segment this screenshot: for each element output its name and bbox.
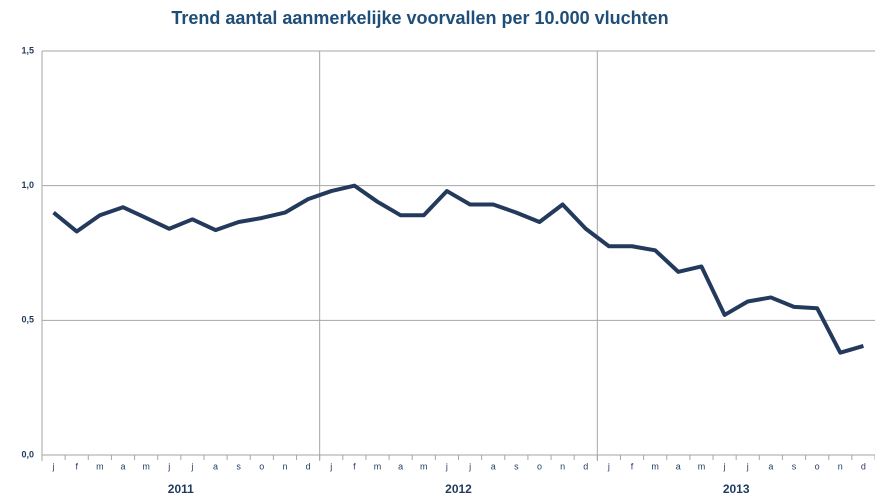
x-tick-label: a <box>120 461 125 471</box>
x-tick-label: o <box>815 461 820 471</box>
year-label: 2013 <box>723 482 750 496</box>
x-tick-label: m <box>374 461 382 471</box>
x-tick-label: s <box>514 461 519 471</box>
y-tick-label: 0,5 <box>21 315 34 325</box>
x-tick-label: j <box>468 461 471 471</box>
x-tick-label: f <box>631 461 634 471</box>
x-tick-label: a <box>768 461 773 471</box>
x-tick-label: j <box>746 461 749 471</box>
x-tick-label: j <box>52 461 55 471</box>
x-tick-label: o <box>259 461 264 471</box>
x-tick-label: m <box>420 461 428 471</box>
data-line <box>52 183 864 355</box>
x-tick-label: j <box>723 461 726 471</box>
x-tick-label: n <box>560 461 565 471</box>
x-tick-label: j <box>190 461 193 471</box>
x-tick-label: s <box>792 461 797 471</box>
x-tick-label: d <box>861 461 866 471</box>
x-tick-label: m <box>142 461 150 471</box>
x-tick-label: a <box>676 461 681 471</box>
x-tick-label: a <box>491 461 496 471</box>
x-tick-label: o <box>537 461 542 471</box>
x-tick-label: m <box>698 461 706 471</box>
x-tick-label: a <box>398 461 403 471</box>
chart-title: Trend aantal aanmerkelijke voorvallen pe… <box>171 8 668 28</box>
x-tick-label: m <box>96 461 104 471</box>
x-tick-label: f <box>353 461 356 471</box>
x-tick-label: s <box>236 461 241 471</box>
year-label: 2011 <box>168 482 194 496</box>
x-tick-label: n <box>282 461 287 471</box>
x-tick-label: j <box>607 461 610 471</box>
x-tick-label: d <box>583 461 588 471</box>
y-tick-label: 0,0 <box>21 449 34 459</box>
year-label: 2012 <box>445 482 472 496</box>
x-tick-label: j <box>329 461 332 471</box>
x-tick-label: m <box>651 461 659 471</box>
y-tick-label: 1,5 <box>21 45 34 55</box>
x-tick-label: d <box>306 461 311 471</box>
x-tick-label: f <box>75 461 78 471</box>
x-tick-label: j <box>167 461 170 471</box>
x-tick-label: n <box>838 461 843 471</box>
x-tick-label: a <box>213 461 218 471</box>
x-tick-label: j <box>445 461 448 471</box>
y-tick-label: 1,0 <box>21 180 34 190</box>
